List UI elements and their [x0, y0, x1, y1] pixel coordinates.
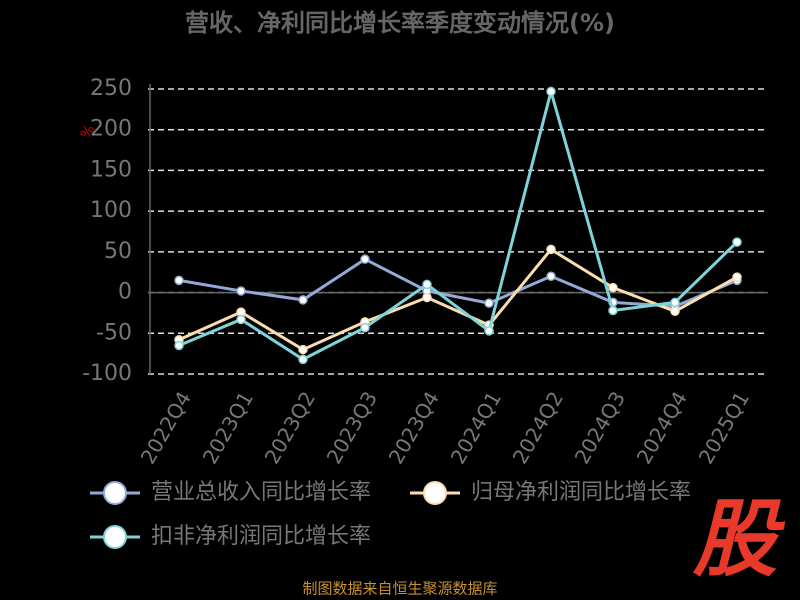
data-point [360, 322, 370, 333]
legend-label: 扣非净利润同比增长率 [151, 524, 371, 549]
data-point [174, 275, 184, 286]
legend-label: 归母净利润同比增长率 [471, 480, 691, 505]
data-point [360, 254, 370, 264]
series-line [178, 257, 738, 308]
data-point [732, 272, 742, 282]
data-point [174, 340, 184, 351]
legend-marker [103, 481, 127, 505]
data-point [670, 306, 680, 317]
chart-title: 营收、净利同比增长率季度变动情况(%) [185, 9, 615, 37]
data-point [236, 314, 246, 325]
data-point [236, 286, 246, 296]
data-point [298, 344, 308, 355]
legend-marker [103, 525, 127, 549]
data-point [546, 271, 556, 282]
data-point [670, 297, 680, 308]
data-point [608, 305, 618, 316]
y-tick-label: 100 [90, 198, 132, 223]
data-point [422, 292, 432, 303]
y-tick-label: 250 [90, 76, 132, 101]
series-line [178, 247, 738, 352]
data-point [608, 282, 618, 293]
series-line [178, 85, 739, 362]
source-note: 制图数据来自恒生聚源数据库 [302, 580, 497, 598]
y-tick-label: 0 [118, 280, 132, 305]
y-tick-label: -100 [82, 361, 132, 386]
data-point [732, 237, 742, 247]
data-point [484, 326, 494, 336]
legend-marker [423, 481, 447, 505]
data-point [546, 244, 556, 255]
logo: 股 [692, 490, 786, 588]
y-tick-label: 150 [90, 157, 132, 182]
legend-label: 营业总收入同比增长率 [151, 480, 371, 505]
data-point [298, 354, 308, 365]
y-tick-label: 50 [104, 239, 132, 264]
data-point [484, 298, 494, 308]
data-point [422, 279, 432, 290]
data-point [546, 86, 556, 97]
data-point [298, 295, 308, 305]
y-tick-label: -50 [96, 320, 132, 345]
y-tick-label: 200 [90, 117, 132, 142]
